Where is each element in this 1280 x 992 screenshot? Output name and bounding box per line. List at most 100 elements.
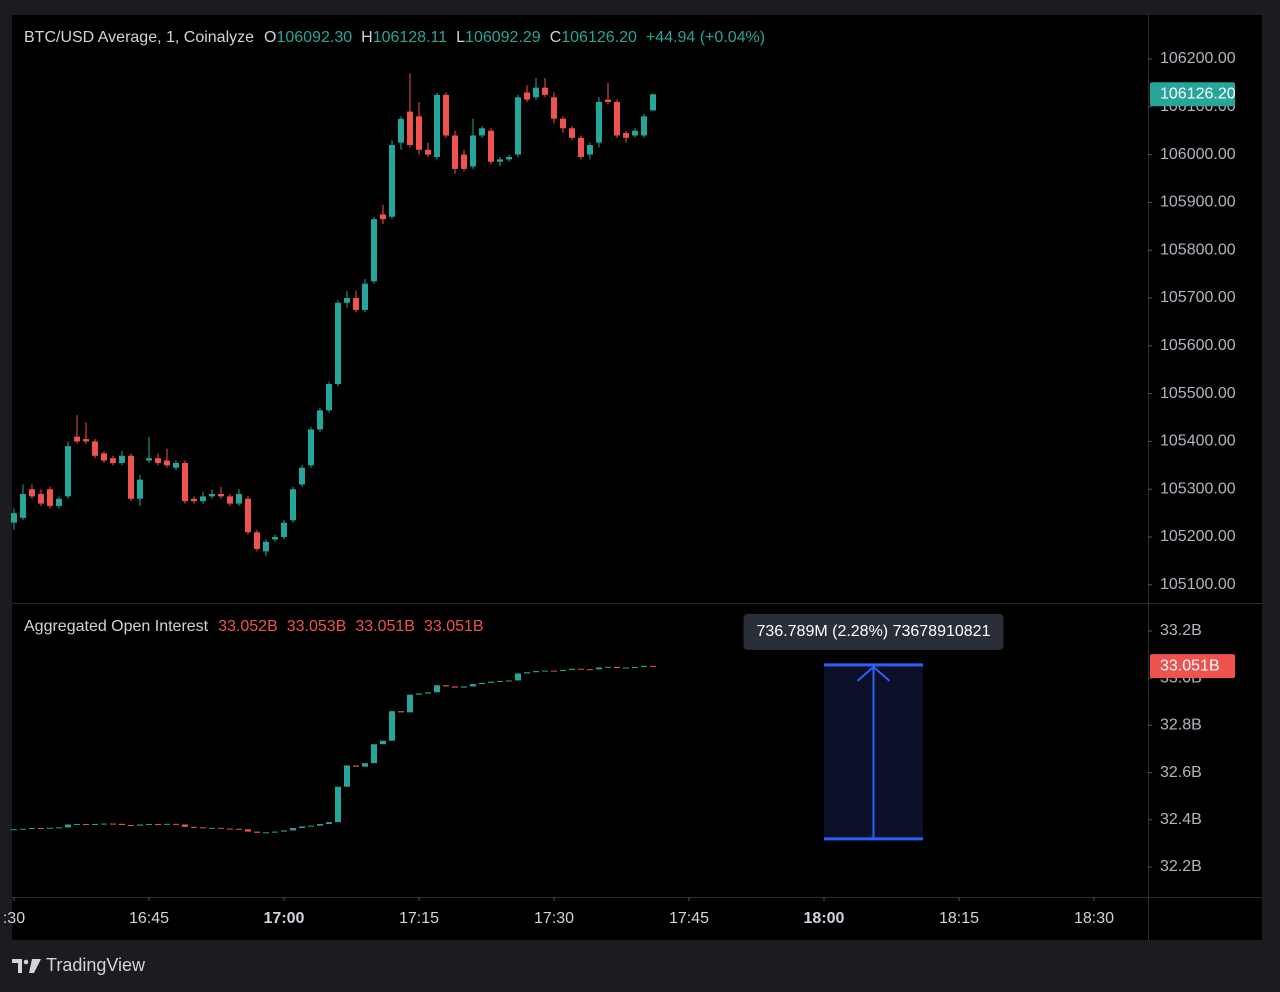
candle bbox=[307, 825, 314, 827]
candle bbox=[55, 827, 62, 829]
candle-body bbox=[424, 692, 431, 694]
candle-body bbox=[271, 537, 278, 540]
candle-body bbox=[460, 154, 467, 169]
candle bbox=[370, 216, 377, 284]
x-tick-label: 18:15 bbox=[939, 910, 979, 927]
candle-body bbox=[469, 684, 476, 687]
candle bbox=[397, 711, 404, 713]
last-value-badge bbox=[1150, 82, 1235, 107]
candle-body bbox=[208, 827, 215, 829]
candle-body bbox=[631, 667, 638, 669]
candle-body bbox=[568, 128, 575, 138]
y-tick-label: 32.6B bbox=[1160, 764, 1202, 781]
candle bbox=[253, 831, 260, 833]
candle-body bbox=[163, 823, 170, 825]
candle-body bbox=[469, 135, 476, 167]
candle-body bbox=[361, 283, 368, 310]
candle-body bbox=[442, 94, 449, 136]
y-tick-label: 32.2B bbox=[1160, 858, 1202, 875]
candle bbox=[514, 94, 521, 157]
candle bbox=[496, 680, 503, 682]
candle bbox=[19, 828, 26, 830]
candle bbox=[82, 422, 89, 444]
candle-body bbox=[325, 822, 332, 825]
candle-body bbox=[523, 92, 530, 100]
candle bbox=[217, 827, 224, 829]
candle bbox=[613, 99, 620, 138]
candle-body bbox=[631, 130, 638, 136]
candle-body bbox=[406, 111, 413, 146]
candle-body bbox=[577, 137, 584, 157]
candle bbox=[100, 823, 107, 825]
candle-body bbox=[451, 686, 458, 688]
candle-body bbox=[235, 494, 242, 504]
last-value-badge bbox=[1150, 654, 1235, 679]
candle bbox=[352, 765, 359, 767]
candle-body bbox=[550, 97, 557, 119]
candle bbox=[235, 828, 242, 830]
legend-value: 106128.11 bbox=[373, 29, 448, 46]
candle-body bbox=[82, 824, 89, 826]
logo bbox=[12, 959, 41, 973]
y-tick-label: 105300.00 bbox=[1160, 480, 1236, 497]
candle-body bbox=[370, 219, 377, 282]
candle-body bbox=[226, 828, 233, 830]
candle bbox=[226, 828, 233, 830]
candle bbox=[406, 694, 413, 713]
legend-value: 106126.20 bbox=[561, 29, 637, 46]
candle bbox=[316, 407, 323, 432]
candle-body bbox=[217, 827, 224, 829]
candle bbox=[451, 686, 458, 688]
legend-value: 33.053B bbox=[287, 618, 347, 635]
candle-body bbox=[244, 829, 251, 832]
candle-body bbox=[280, 522, 287, 538]
x-tick-label: 18:30 bbox=[1074, 910, 1114, 927]
candle bbox=[415, 693, 422, 695]
candle bbox=[541, 78, 548, 98]
candle-body bbox=[100, 823, 107, 825]
candle-body bbox=[577, 668, 584, 670]
measure-label: 736.789M (2.28%) 73678910821 bbox=[757, 623, 991, 640]
candle-body bbox=[451, 135, 458, 169]
candle-body bbox=[199, 827, 206, 829]
candle bbox=[280, 520, 287, 540]
candle-body bbox=[37, 494, 44, 504]
candle-body bbox=[91, 824, 98, 826]
candle-body bbox=[298, 467, 305, 485]
candle-body bbox=[397, 711, 404, 713]
candle-body bbox=[307, 429, 314, 466]
candle bbox=[379, 204, 386, 224]
candle-body bbox=[550, 670, 557, 672]
candle-body bbox=[145, 458, 152, 461]
candle-body bbox=[541, 87, 548, 95]
candle-body bbox=[100, 453, 107, 461]
candle bbox=[64, 824, 71, 828]
candle-body bbox=[424, 149, 431, 155]
candle bbox=[37, 828, 44, 830]
candle bbox=[19, 484, 26, 521]
candle bbox=[361, 278, 368, 313]
candle bbox=[469, 684, 476, 687]
candle bbox=[406, 73, 413, 148]
candle-body bbox=[316, 410, 323, 430]
candle bbox=[415, 102, 422, 155]
candle-body bbox=[532, 671, 539, 673]
candle bbox=[568, 668, 575, 670]
candle bbox=[154, 453, 161, 466]
candle bbox=[370, 744, 377, 764]
candle bbox=[91, 439, 98, 459]
candle-body bbox=[118, 823, 125, 825]
candle bbox=[28, 828, 35, 830]
candle-body bbox=[388, 145, 395, 217]
candle-body bbox=[235, 828, 242, 830]
candle-body bbox=[28, 489, 35, 497]
candle bbox=[433, 685, 440, 693]
y-tick-label: 105200.00 bbox=[1160, 528, 1236, 545]
candle-body bbox=[271, 831, 278, 833]
y-tick-label: 105400.00 bbox=[1160, 433, 1236, 450]
y-tick-label: 105900.00 bbox=[1160, 194, 1236, 211]
candle bbox=[622, 130, 629, 143]
candle-body bbox=[478, 128, 485, 136]
x-tick-label: 17:15 bbox=[399, 910, 439, 927]
y-tick-label: 106000.00 bbox=[1160, 146, 1236, 163]
